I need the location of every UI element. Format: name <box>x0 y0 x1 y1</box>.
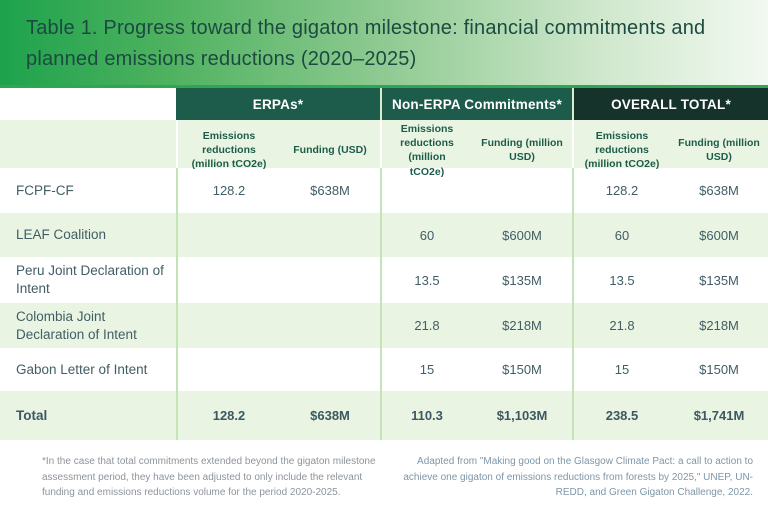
subcol-overall-emissions: Emissions reductions (million tCO2e) <box>572 120 670 181</box>
table-row-peru-jdi: Peru Joint Declaration of Intent 13.5 $1… <box>0 257 768 303</box>
table-row-gabon-loi: Gabon Letter of Intent 15 $150M 15 $150M <box>0 348 768 391</box>
cell <box>472 168 572 213</box>
table-row-leaf-coalition: LEAF Coalition 60 $600M 60 $600M <box>0 213 768 257</box>
cell: $638M <box>310 183 350 198</box>
cell: 13.5 <box>380 257 472 303</box>
cell: 128.2 <box>176 168 280 213</box>
col-group-overall-total: OVERALL TOTAL* <box>572 88 768 120</box>
subcol-non-erpa-funding: Funding (million USD) <box>481 137 563 164</box>
cell: 110.3 <box>380 391 472 440</box>
row-label: Gabon Letter of Intent <box>16 361 148 377</box>
cell: $218M <box>699 318 739 333</box>
cell: $1,741M <box>693 408 745 423</box>
cell: 60 <box>572 213 670 257</box>
group-header-row: ERPAs* Non-ERPA Commitments* OVERALL TOT… <box>0 88 768 120</box>
cell: 238.5 <box>572 391 670 440</box>
cell: $1,103M <box>496 408 548 423</box>
column-header-row: Emissions reductions (million tCO2e) Fun… <box>0 120 768 181</box>
footnote-source: Adapted from "Making good on the Glasgow… <box>403 456 753 498</box>
cell: $218M <box>502 318 542 333</box>
cell <box>380 168 472 213</box>
col-group-non-erpa: Non-ERPA Commitments* <box>380 88 572 120</box>
col-group-erpas: ERPAs* <box>176 88 380 120</box>
cell: 15 <box>572 348 670 391</box>
row-label: Colombia Joint Declaration of Intent <box>16 308 137 342</box>
cell: 21.8 <box>572 303 670 348</box>
table-title: Table 1. Progress toward the gigaton mil… <box>26 16 706 70</box>
cell <box>280 348 380 391</box>
cell: 60 <box>380 213 472 257</box>
corner-cell <box>0 88 176 120</box>
cell: $600M <box>699 227 739 243</box>
cell: 128.2 <box>176 391 280 440</box>
row-label: FCPF-CF <box>16 182 74 198</box>
cell: $150M <box>699 362 739 377</box>
subcol-erpa-emissions: Emissions reductions (million tCO2e) <box>176 120 280 181</box>
table-row-total: Total 128.2 $638M 110.3 $1,103M 238.5 $1… <box>0 391 768 440</box>
cell: 13.5 <box>572 257 670 303</box>
row-label: Total <box>16 407 48 423</box>
cell <box>176 213 280 257</box>
cell <box>280 303 380 348</box>
subcol-overall-funding: Funding (million USD) <box>678 137 760 164</box>
commitments-table: ERPAs* Non-ERPA Commitments* OVERALL TOT… <box>0 88 768 440</box>
subcol-erpa-funding: Funding (USD) <box>293 144 367 157</box>
cell: 21.8 <box>380 303 472 348</box>
row-label: Peru Joint Declaration of Intent <box>16 263 164 296</box>
footnote-area: *In the case that total commitments exte… <box>0 440 768 506</box>
footnote-asterisk: *In the case that total commitments exte… <box>42 456 376 498</box>
table-row-colombia-jdi: Colombia Joint Declaration of Intent 21.… <box>0 303 768 348</box>
cell <box>280 213 380 257</box>
row-label: LEAF Coalition <box>16 227 107 243</box>
cell: 15 <box>380 348 472 391</box>
cell: $638M <box>310 408 350 423</box>
title-banner: Table 1. Progress toward the gigaton mil… <box>0 0 768 88</box>
cell <box>176 257 280 303</box>
cell: $150M <box>502 362 542 377</box>
cell <box>176 303 280 348</box>
cell: $638M <box>699 183 739 198</box>
cell <box>280 257 380 303</box>
table-row-fcpf-cf: FCPF-CF 128.2 $638M 128.2 $638M <box>0 168 768 213</box>
subcol-non-erpa-emissions: Emissions reductions (million tCO2e) <box>380 120 472 181</box>
cell <box>176 348 280 391</box>
cell: 128.2 <box>572 168 670 213</box>
cell: $600M <box>502 227 542 243</box>
cell: $135M <box>502 272 542 288</box>
cell: $135M <box>699 272 739 288</box>
